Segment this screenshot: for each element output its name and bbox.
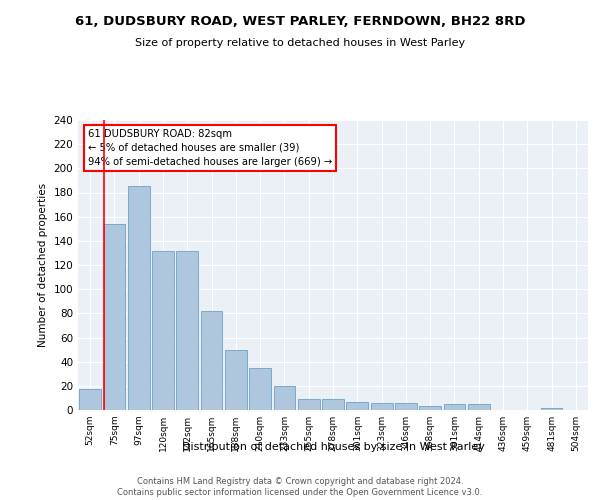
- Bar: [298, 399, 320, 410]
- Bar: [152, 250, 174, 410]
- Bar: [249, 368, 271, 410]
- Text: Contains HM Land Registry data © Crown copyright and database right 2024.: Contains HM Land Registry data © Crown c…: [137, 476, 463, 486]
- Bar: [200, 311, 223, 410]
- Text: Contains public sector information licensed under the Open Government Licence v3: Contains public sector information licen…: [118, 488, 482, 497]
- Text: Size of property relative to detached houses in West Parley: Size of property relative to detached ho…: [135, 38, 465, 48]
- Bar: [541, 408, 562, 410]
- Bar: [176, 250, 198, 410]
- Bar: [274, 386, 295, 410]
- Bar: [371, 403, 392, 410]
- Text: Distribution of detached houses by size in West Parley: Distribution of detached houses by size …: [182, 442, 484, 452]
- Bar: [104, 224, 125, 410]
- Y-axis label: Number of detached properties: Number of detached properties: [38, 183, 48, 347]
- Bar: [346, 402, 368, 410]
- Text: 61 DUDSBURY ROAD: 82sqm
← 5% of detached houses are smaller (39)
94% of semi-det: 61 DUDSBURY ROAD: 82sqm ← 5% of detached…: [88, 128, 332, 166]
- Bar: [419, 406, 441, 410]
- Text: 61, DUDSBURY ROAD, WEST PARLEY, FERNDOWN, BH22 8RD: 61, DUDSBURY ROAD, WEST PARLEY, FERNDOWN…: [75, 15, 525, 28]
- Bar: [128, 186, 149, 410]
- Bar: [225, 350, 247, 410]
- Bar: [468, 404, 490, 410]
- Bar: [395, 403, 417, 410]
- Bar: [79, 390, 101, 410]
- Bar: [322, 399, 344, 410]
- Bar: [443, 404, 466, 410]
